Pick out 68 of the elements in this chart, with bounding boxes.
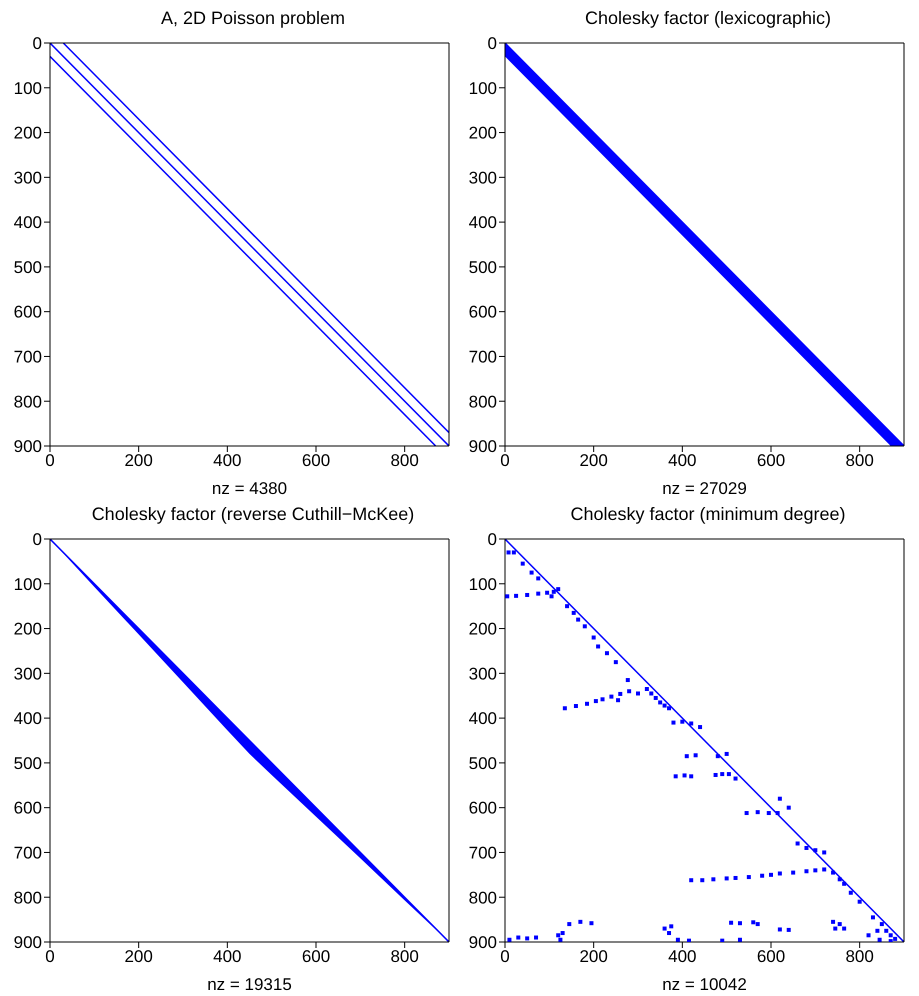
y-tick-label: 400 [468, 213, 497, 232]
chart-title: Cholesky factor (lexicographic) [584, 8, 832, 30]
x-tick-label: 400 [213, 947, 242, 966]
y-tick-label: 600 [14, 798, 42, 818]
x-tick-label: 800 [845, 947, 874, 966]
x-tick-label: 400 [668, 947, 697, 966]
y-tick-label: 400 [14, 213, 42, 232]
x-tick-label: 200 [579, 451, 608, 470]
y-tick-label: 500 [468, 754, 497, 773]
y-tick-label: 300 [468, 168, 497, 188]
chart-title: Cholesky factor (minimum degree) [569, 504, 847, 526]
y-tick-label: 600 [468, 798, 497, 818]
x-tick-label: 400 [668, 451, 697, 470]
y-tick-label: 0 [488, 530, 497, 550]
y-tick-label: 100 [468, 78, 497, 98]
x-tick-label: 800 [390, 947, 419, 966]
y-tick-label: 800 [468, 888, 497, 908]
x-tick-label: 0 [500, 451, 510, 470]
y-tick-label: 700 [468, 843, 497, 862]
y-tick-label: 100 [14, 78, 42, 98]
y-tick-label: 200 [14, 620, 42, 639]
x-tick-label: 800 [845, 451, 874, 470]
y-tick-label: 900 [468, 437, 497, 456]
x-axis-title: nz = 4380 [212, 479, 288, 498]
y-tick-label: 700 [14, 843, 42, 862]
y-tick-label: 300 [14, 168, 42, 188]
y-tick-label: 800 [468, 392, 497, 412]
x-tick-label: 0 [45, 947, 55, 966]
x-tick-label: 200 [579, 947, 608, 966]
y-tick-label: 600 [468, 302, 497, 322]
y-tick-label: 200 [14, 124, 42, 143]
x-tick-label: 200 [124, 451, 153, 470]
x-axis-title: nz = 19315 [207, 975, 292, 994]
x-tick-label: 800 [390, 451, 419, 470]
y-tick-label: 300 [14, 664, 42, 684]
y-tick-label: 700 [14, 347, 42, 366]
y-tick-label: 600 [14, 302, 42, 322]
y-tick-label: 200 [468, 620, 497, 639]
x-tick-label: 400 [213, 451, 242, 470]
x-tick-label: 0 [45, 451, 55, 470]
y-tick-label: 900 [14, 933, 42, 952]
y-tick-label: 900 [14, 437, 42, 456]
x-tick-label: 600 [756, 451, 786, 470]
x-tick-label: 600 [756, 947, 786, 966]
y-tick-label: 500 [14, 258, 42, 277]
x-tick-label: 0 [500, 947, 510, 966]
y-tick-label: 400 [14, 709, 42, 728]
x-tick-label: 200 [124, 947, 153, 966]
y-tick-label: 400 [468, 709, 497, 728]
y-tick-label: 300 [468, 664, 497, 684]
y-tick-label: 500 [14, 754, 42, 773]
x-axis-title: nz = 27029 [662, 479, 747, 498]
chart-title: Cholesky factor (reverse Cuthill−McKee) [90, 504, 416, 526]
y-tick-label: 800 [14, 392, 42, 412]
y-tick-label: 0 [488, 34, 497, 54]
x-axis-title: nz = 10042 [662, 975, 747, 994]
y-tick-label: 800 [14, 888, 42, 908]
y-tick-label: 100 [14, 574, 42, 594]
y-tick-label: 0 [32, 530, 42, 550]
y-tick-label: 100 [468, 574, 497, 594]
y-tick-label: 500 [468, 258, 497, 277]
y-tick-label: 200 [468, 124, 497, 143]
y-tick-label: 0 [32, 34, 42, 54]
chart-title: A, 2D Poisson problem [160, 8, 346, 30]
y-tick-label: 900 [468, 933, 497, 952]
x-tick-label: 600 [302, 451, 330, 470]
x-tick-label: 600 [302, 947, 330, 966]
y-tick-label: 700 [468, 347, 497, 366]
